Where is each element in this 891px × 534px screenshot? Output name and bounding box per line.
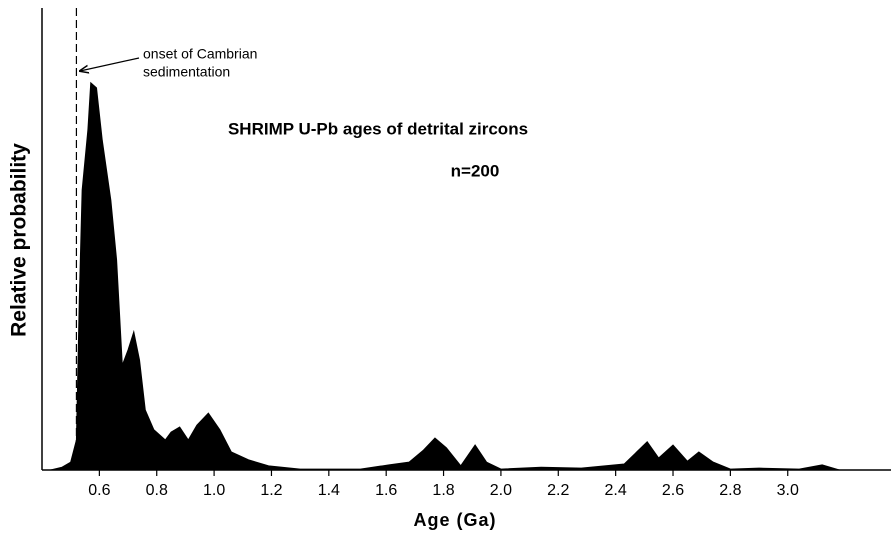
x-tick-label: 3.0 — [777, 482, 799, 499]
x-axis-label: Age (Ga) — [413, 510, 496, 530]
annotation-text: onset of Cambrian — [143, 46, 257, 62]
x-tick-label: 2.8 — [719, 482, 741, 499]
x-tick-label: 2.4 — [605, 482, 627, 499]
x-tick-label: 1.6 — [375, 482, 397, 499]
x-tick-label: 2.2 — [547, 482, 569, 499]
x-tick-label: 2.0 — [490, 482, 512, 499]
x-tick-label: 2.6 — [662, 482, 684, 499]
x-tick-label: 1.2 — [260, 482, 282, 499]
annotation-arrow — [80, 57, 140, 71]
annotation-text: sedimentation — [143, 64, 230, 80]
chart-title: SHRIMP U-Pb ages of detrital zircons — [228, 119, 528, 138]
x-tick-label: 1.4 — [318, 482, 340, 499]
x-tick-label: 0.8 — [146, 482, 168, 499]
x-tick-label: 1.0 — [203, 482, 225, 499]
density-area — [50, 81, 840, 471]
y-axis-label: Relative probability — [8, 143, 31, 337]
chart-subtitle: n=200 — [451, 161, 500, 180]
x-tick-label: 1.8 — [432, 482, 454, 499]
x-tick-label: 0.6 — [88, 482, 110, 499]
